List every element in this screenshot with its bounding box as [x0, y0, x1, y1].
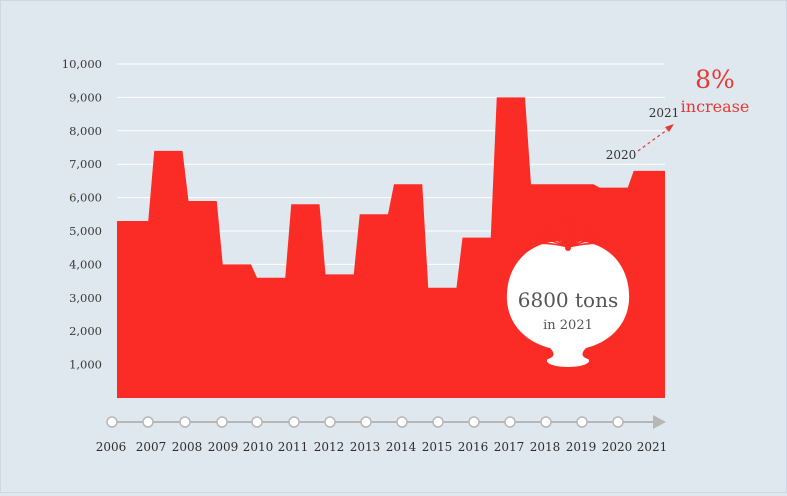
increase-label: increase [681, 97, 750, 116]
y-tick-label: 3,000 [69, 291, 102, 305]
increase-arrowhead-icon [665, 124, 674, 132]
crown-tip [583, 225, 588, 229]
x-tick-label: 2018 [530, 440, 561, 454]
crown-tip [598, 235, 603, 240]
x-tick-label: 2019 [566, 440, 597, 454]
y-axis-ticks: 1,000 2,000 3,000 4,000 5,000 6,000 7,000 8,000… [62, 57, 102, 372]
x-tick-label: 2013 [350, 440, 381, 454]
timeline-arrow-icon [653, 415, 666, 429]
crown-tip [539, 232, 544, 236]
crown-tip [552, 220, 557, 224]
x-tick-label: 2014 [386, 440, 417, 454]
crown-tip [596, 241, 601, 246]
x-tick-label: 2010 [243, 440, 274, 454]
crown-center [565, 245, 571, 251]
timeline-dot [540, 416, 552, 428]
x-tick-label: 2007 [136, 440, 167, 454]
crown-tip [548, 225, 553, 229]
crown-tip [592, 232, 597, 236]
x-tick-label: 2020 [602, 440, 633, 454]
timeline-dot [179, 416, 191, 428]
y-tick-label: 8,000 [69, 124, 102, 138]
y-tick-label: 5,000 [69, 224, 102, 238]
x-tick-label: 2009 [208, 440, 239, 454]
x-tick-label: 2012 [314, 440, 345, 454]
timeline-dot [251, 416, 263, 428]
timeline-dot [216, 416, 228, 428]
timeline-dot [468, 416, 480, 428]
x-tick-label: 2017 [494, 440, 525, 454]
crown-ray [567, 242, 600, 248]
x-tick-label: 2016 [458, 440, 489, 454]
poppy-bulb-icon: 6800 tons in 2021 [506, 217, 630, 367]
x-tick-label: 2006 [96, 440, 127, 454]
bulb-sub: in 2021 [543, 318, 593, 333]
x-axis-ticks: 2006 2007 2008 2009 2010 2011 2012 2013 2014 2015… [96, 440, 668, 454]
annotation-year-2021: 2021 [649, 106, 680, 120]
timeline-dot [360, 416, 372, 428]
timeline-dot [142, 416, 154, 428]
poppy-crown-icon [533, 217, 603, 251]
timeline-dot [288, 416, 300, 428]
crown-tip [566, 217, 570, 222]
timeline-dot [576, 416, 588, 428]
annotation-year-2020: 2020 [606, 148, 637, 162]
timeline-axis [106, 415, 666, 429]
timeline-dot [612, 416, 624, 428]
x-tick-label: 2011 [278, 440, 309, 454]
timeline-dot [432, 416, 444, 428]
timeline-dot [324, 416, 336, 428]
crown-tip [572, 221, 577, 226]
crown-tip [591, 226, 596, 230]
timeline-dot [106, 416, 118, 428]
crown-tip [579, 220, 584, 224]
crown-tip [535, 241, 540, 246]
x-tick-label: 2008 [172, 440, 203, 454]
crown-tip [540, 226, 545, 230]
y-tick-label: 4,000 [69, 257, 102, 271]
y-tick-label: 6,000 [69, 191, 102, 205]
increase-arrow-icon [637, 126, 672, 152]
y-tick-label: 2,000 [69, 324, 102, 338]
y-tick-label: 7,000 [69, 157, 102, 171]
timeline-dot [504, 416, 516, 428]
x-tick-label: 2021 [637, 440, 668, 454]
timeline-dot [396, 416, 408, 428]
x-tick-label: 2015 [422, 440, 453, 454]
crown-tip [533, 235, 538, 240]
bulb-value: 6800 tons [518, 288, 618, 312]
y-tick-label: 10,000 [62, 57, 102, 71]
y-tick-label: 1,000 [69, 358, 102, 372]
increase-percent: 8% [695, 65, 735, 94]
y-tick-label: 9,000 [69, 90, 102, 104]
crown-tip [559, 221, 564, 226]
